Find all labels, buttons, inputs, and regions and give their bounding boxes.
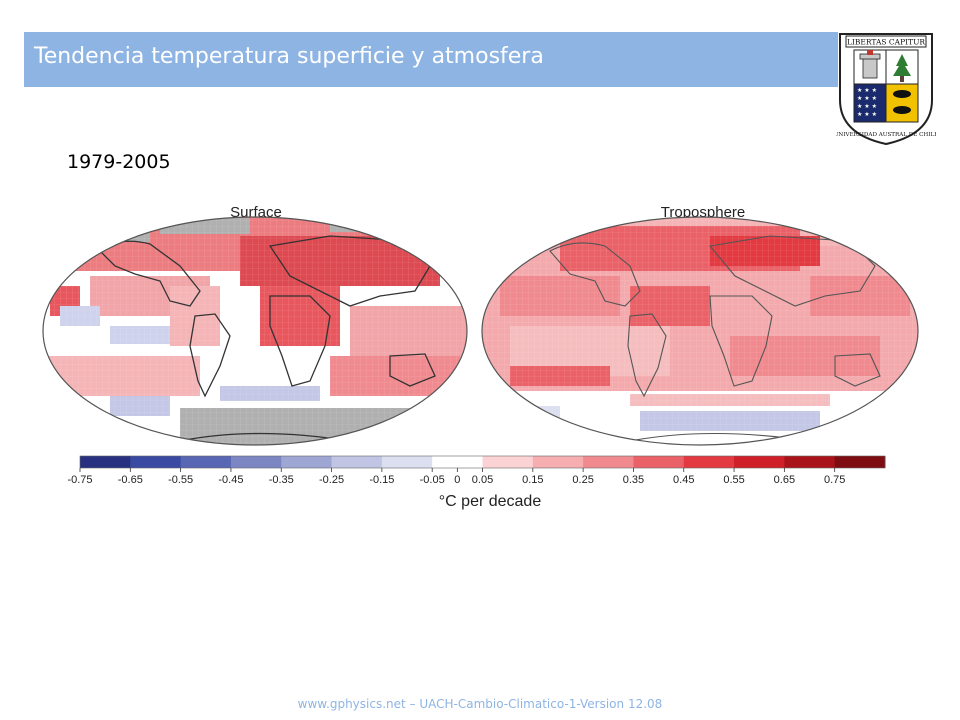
colorbar-tick-label: 0.05: [472, 474, 493, 486]
colorbar-swatches: [79, 455, 886, 469]
colorbar-swatch: [432, 456, 483, 468]
colorbar-swatch: [532, 456, 584, 468]
colorbar-swatch: [482, 456, 534, 468]
colorbar-tick-label: -0.65: [118, 474, 143, 486]
colorbar-tick-label: -0.15: [369, 474, 394, 486]
colorbar-tick-label: 0.25: [572, 474, 593, 486]
colorbar-swatch: [734, 456, 785, 468]
colorbar-tick-label: 0: [454, 474, 460, 486]
colorbar-tick-label: 0.65: [774, 474, 795, 486]
colorbar-tick-label: -0.35: [269, 474, 294, 486]
colorbar-tick-label: -0.45: [218, 474, 243, 486]
colorbar-swatch: [834, 456, 886, 468]
colorbar-tick-label: -0.05: [420, 474, 445, 486]
colorbar-swatch: [633, 456, 685, 468]
colorbar-ticks: -0.75 -0.65 -0.55 -0.45 -0.35 -0.25 -0.15 -0.05…: [67, 468, 845, 486]
colorbar-swatch: [381, 456, 433, 468]
period-label: 1979-2005: [67, 151, 171, 173]
svg-text:★ ★ ★: ★ ★ ★: [857, 95, 877, 102]
colorbar-swatch: [583, 456, 634, 468]
colorbar-tick-label: -0.55: [168, 474, 193, 486]
university-crest-icon: LIBERTAS CAPITUR ★ ★ ★ ★ ★ ★ ★ ★ ★ ★ ★ ★…: [836, 33, 936, 146]
temperature-trend-figure: Surface Troposphere: [42, 204, 919, 510]
title-bar: Tendencia temperatura superficie y atmos…: [24, 32, 838, 87]
troposphere-map: [482, 217, 918, 445]
svg-text:★ ★ ★: ★ ★ ★: [857, 87, 877, 94]
colorbar-swatch: [331, 456, 383, 468]
colorbar-swatch: [281, 456, 333, 468]
surface-map: [43, 217, 467, 445]
colorbar-tick-label: 0.75: [824, 474, 845, 486]
colorbar-tick-label: 0.35: [623, 474, 644, 486]
colorbar-swatch: [180, 456, 232, 468]
colorbar: -0.75 -0.65 -0.55 -0.45 -0.35 -0.25 -0.15 -0.05…: [67, 455, 886, 510]
colorbar-tick-label: 0.45: [673, 474, 694, 486]
svg-text:★ ★ ★: ★ ★ ★: [857, 103, 877, 110]
colorbar-tick-label: -0.25: [319, 474, 344, 486]
colorbar-swatch: [130, 456, 182, 468]
colorbar-swatch: [784, 456, 836, 468]
svg-text:★ ★ ★: ★ ★ ★: [857, 111, 877, 118]
colorbar-swatch: [683, 456, 735, 468]
colorbar-tick-label: 0.15: [522, 474, 543, 486]
slide-title: Tendencia temperatura superficie y atmos…: [34, 44, 544, 69]
troposphere-map-title: Troposphere: [661, 204, 746, 221]
colorbar-tick-label: 0.55: [723, 474, 744, 486]
svg-text:UNIVERSIDAD AUSTRAL DE CHILE: UNIVERSIDAD AUSTRAL DE CHILE: [836, 132, 936, 138]
colorbar-unit-label: °C per decade: [439, 493, 542, 510]
colorbar-tick-label: -0.75: [67, 474, 92, 486]
colorbar-swatch: [230, 456, 282, 468]
svg-text:LIBERTAS CAPITUR: LIBERTAS CAPITUR: [847, 38, 925, 47]
colorbar-swatch: [80, 456, 131, 468]
footer-text: www.gphysics.net – UACH-Cambio-Climatico…: [297, 697, 663, 711]
